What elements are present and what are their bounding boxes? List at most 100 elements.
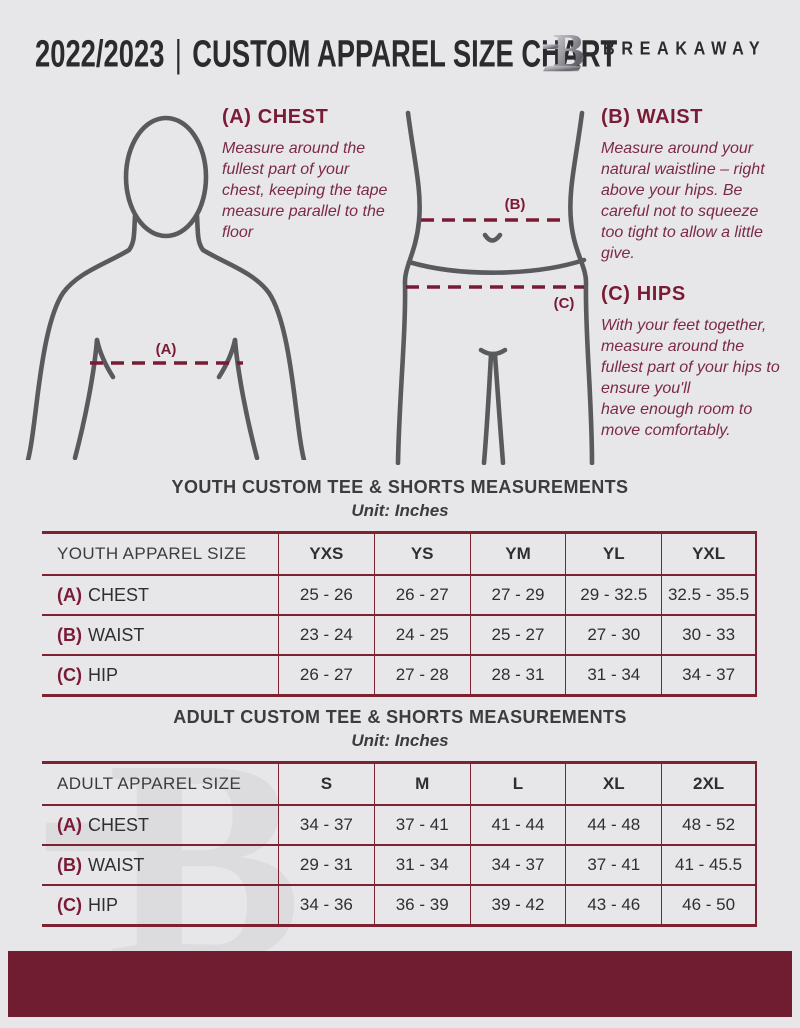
- row-label: (A) CHEST: [42, 576, 278, 614]
- row-label-prefix: (A): [57, 584, 82, 605]
- table-row-hip: (C) HIP 26 - 27 27 - 28 28 - 31 31 - 34 …: [42, 656, 757, 697]
- adult-measurements-section: ADULT CUSTOM TEE & SHORTS MEASUREMENTS U…: [0, 707, 800, 927]
- figure-right-inner-arm: [232, 337, 260, 460]
- figure-left-inner-arm: [72, 337, 100, 460]
- size-column-header: YXS: [278, 534, 374, 574]
- title-separator: |: [174, 33, 182, 75]
- figure-navel: [482, 232, 503, 243]
- waist-measure-label: (B): [505, 196, 526, 213]
- size-header-cell: ADULT APPAREL SIZE: [57, 774, 242, 793]
- measurement-cell: 29 - 31: [278, 846, 374, 884]
- row-label: (B) WAIST: [42, 616, 278, 654]
- table-row-chest: (A) CHEST 34 - 37 37 - 41 41 - 44 44 - 4…: [42, 806, 757, 846]
- measurement-cell: 24 - 25: [373, 616, 470, 654]
- row-label-text: WAIST: [88, 624, 145, 645]
- youth-table-title: YOUTH CUSTOM TEE & SHORTS MEASUREMENTS: [171, 477, 629, 497]
- row-label: (C) HIP: [42, 886, 278, 924]
- measurement-cell: 41 - 45.5: [661, 846, 757, 884]
- table-header-row: ADULT APPAREL SIZE S M L XL 2XL: [42, 761, 757, 806]
- measurement-cell: 26 - 27: [278, 656, 374, 694]
- hips-instruction-text: With your feet together, measure around …: [601, 317, 780, 439]
- row-label-prefix: (B): [57, 854, 82, 875]
- measurement-cell: 31 - 34: [373, 846, 470, 884]
- measurement-cell: 27 - 28: [373, 656, 470, 694]
- figure-right-shoulder-arm: [194, 213, 307, 460]
- table-header-row: YOUTH APPAREL SIZE YXS YS YM YL YXL: [42, 531, 757, 576]
- chest-figure-illustration: (A): [25, 115, 307, 460]
- row-label-text: CHEST: [88, 814, 150, 835]
- chest-measure-label: (A): [156, 341, 177, 358]
- size-column-header: YL: [565, 534, 661, 574]
- size-column-header: YM: [469, 534, 566, 574]
- adult-size-table: ADULT APPAREL SIZE S M L XL 2XL (A) CHES…: [42, 761, 757, 927]
- row-label-prefix: (C): [57, 894, 82, 915]
- hips-instruction-block: (C) HIPS With your feet together, measur…: [601, 283, 785, 442]
- brand-block: B BREAKAWAY: [543, 22, 775, 76]
- waist-hips-figure-illustration: (B) (C): [395, 110, 595, 465]
- size-column-header: YS: [373, 534, 470, 574]
- measurement-cell: 34 - 37: [469, 846, 566, 884]
- measurement-cell: 46 - 50: [661, 886, 757, 924]
- size-column-header: S: [278, 764, 374, 804]
- measurement-cell: 25 - 26: [278, 576, 374, 614]
- measurement-cell: 34 - 37: [278, 806, 374, 844]
- youth-size-table: YOUTH APPAREL SIZE YXS YS YM YL YXL (A) …: [42, 531, 757, 697]
- measurement-cell: 28 - 31: [469, 656, 566, 694]
- footer-bar: [8, 951, 792, 1017]
- waist-instruction-text: Measure around your natural waistline – …: [601, 140, 765, 262]
- measurement-cell: 41 - 44: [469, 806, 566, 844]
- measurement-cell: 34 - 36: [278, 886, 374, 924]
- figure-crotch: [478, 347, 508, 357]
- size-column-header: 2XL: [661, 764, 757, 804]
- figure-left-inner-leg: [481, 352, 494, 465]
- waist-instruction-block: (B) WAIST Measure around your natural wa…: [601, 106, 777, 265]
- measurement-cell: 48 - 52: [661, 806, 757, 844]
- row-label: (B) WAIST: [42, 846, 278, 884]
- figure-left-armpit-crease: [94, 337, 116, 380]
- chest-instruction-text: Measure around the fullest part of your …: [222, 140, 388, 241]
- table-row-waist: (B) WAIST 29 - 31 31 - 34 34 - 37 37 - 4…: [42, 846, 757, 886]
- table-row-chest: (A) CHEST 25 - 26 26 - 27 27 - 29 29 - 3…: [42, 576, 757, 616]
- hips-measure-label: (C): [554, 295, 575, 312]
- figure-right-armpit-crease: [216, 337, 238, 380]
- youth-measurements-section: YOUTH CUSTOM TEE & SHORTS MEASUREMENTS U…: [0, 477, 800, 697]
- chest-instruction-heading: (A) CHEST: [222, 106, 329, 128]
- size-column-header: M: [373, 764, 470, 804]
- row-label-prefix: (B): [57, 624, 82, 645]
- measurement-cell: 37 - 41: [373, 806, 470, 844]
- table-row-hip: (C) HIP 34 - 36 36 - 39 39 - 42 43 - 46 …: [42, 886, 757, 927]
- figure-head-outline: [123, 115, 209, 239]
- adult-table-unit: Unit: Inches: [351, 731, 449, 750]
- figure-left-torso-leg: [395, 110, 422, 465]
- waist-instruction-heading: (B) WAIST: [601, 106, 704, 128]
- measurement-cell: 27 - 30: [565, 616, 661, 654]
- row-label-prefix: (C): [57, 664, 82, 685]
- measurement-cell: 25 - 27: [469, 616, 566, 654]
- measurement-cell: 29 - 32.5: [565, 576, 661, 614]
- title-year: 2022/2023: [35, 33, 165, 75]
- row-label-text: HIP: [88, 894, 119, 915]
- measurement-cell: 32.5 - 35.5: [661, 576, 757, 614]
- figure-right-inner-leg: [492, 352, 506, 465]
- figure-right-torso-leg: [568, 110, 595, 465]
- adult-table-title: ADULT CUSTOM TEE & SHORTS MEASUREMENTS: [173, 707, 627, 727]
- table-row-waist: (B) WAIST 23 - 24 24 - 25 25 - 27 27 - 3…: [42, 616, 757, 656]
- size-column-header: L: [469, 764, 566, 804]
- row-label-text: HIP: [88, 664, 119, 685]
- measurement-cell: 26 - 27: [373, 576, 470, 614]
- size-header-cell: YOUTH APPAREL SIZE: [57, 544, 247, 563]
- hips-instruction-heading: (C) HIPS: [601, 283, 686, 305]
- row-label-text: WAIST: [88, 854, 145, 875]
- figure-left-shoulder-arm: [25, 213, 138, 460]
- chest-instruction-block: (A) CHEST Measure around the fullest par…: [222, 106, 394, 244]
- page-title: 2022/2023 | CUSTOM APPAREL SIZE CHART: [35, 33, 617, 76]
- youth-table-unit: Unit: Inches: [351, 501, 449, 520]
- size-column-header: XL: [565, 764, 661, 804]
- measurement-cell: 36 - 39: [373, 886, 470, 924]
- measurement-cell: 23 - 24: [278, 616, 374, 654]
- brand-name: BREAKAWAY: [603, 38, 767, 59]
- row-label: (C) HIP: [42, 656, 278, 694]
- measurement-cell: 37 - 41: [565, 846, 661, 884]
- row-label-prefix: (A): [57, 814, 82, 835]
